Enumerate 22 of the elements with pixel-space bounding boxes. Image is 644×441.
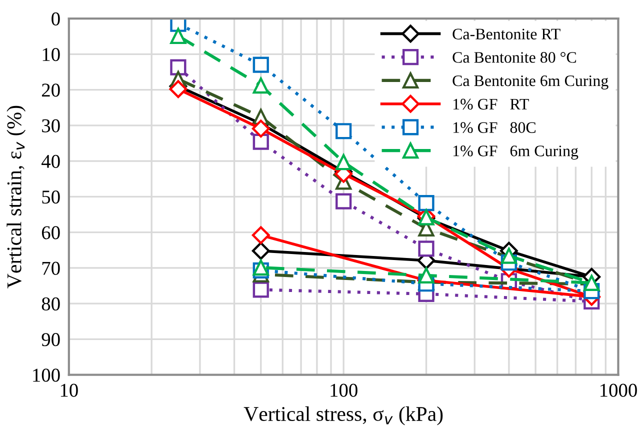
x-tick-label: 1000	[600, 384, 637, 397]
x-axis-title: Vertical stress, σ$_{v}$ (kPa)	[244, 406, 443, 426]
y-tick-label: 40	[42, 154, 60, 168]
legend-label: Ca Bentonite 6m Curing	[452, 75, 608, 90]
legend-label: 1% GF 80C	[453, 122, 536, 134]
y-tick-label: 10	[42, 48, 60, 62]
y-tick-label: 90	[42, 333, 60, 346]
legend-label: 1% GF 6m Curing	[453, 146, 578, 160]
legend-label: Ca-Bentonite RT	[452, 28, 560, 40]
x-tick-label: 100	[330, 384, 358, 397]
legend-label: Ca Bentonite 80 °C	[452, 52, 576, 63]
legend-label: 1% GF RT	[453, 98, 529, 110]
y-tick-label: 20	[42, 84, 60, 97]
y-tick-label: 60	[42, 226, 60, 240]
y-tick-label: 50	[42, 190, 60, 204]
y-tick-label: 70	[42, 262, 60, 275]
x-tick-label: 10	[60, 384, 78, 397]
y-tick-label: 80	[42, 297, 60, 311]
y-tick-label: 0	[52, 12, 60, 26]
y-tick-label: 30	[42, 119, 60, 132]
y-tick-label: 100	[33, 368, 60, 382]
y-axis-title: Vertical strain, ε$_{v}$ (%)	[6, 106, 26, 288]
